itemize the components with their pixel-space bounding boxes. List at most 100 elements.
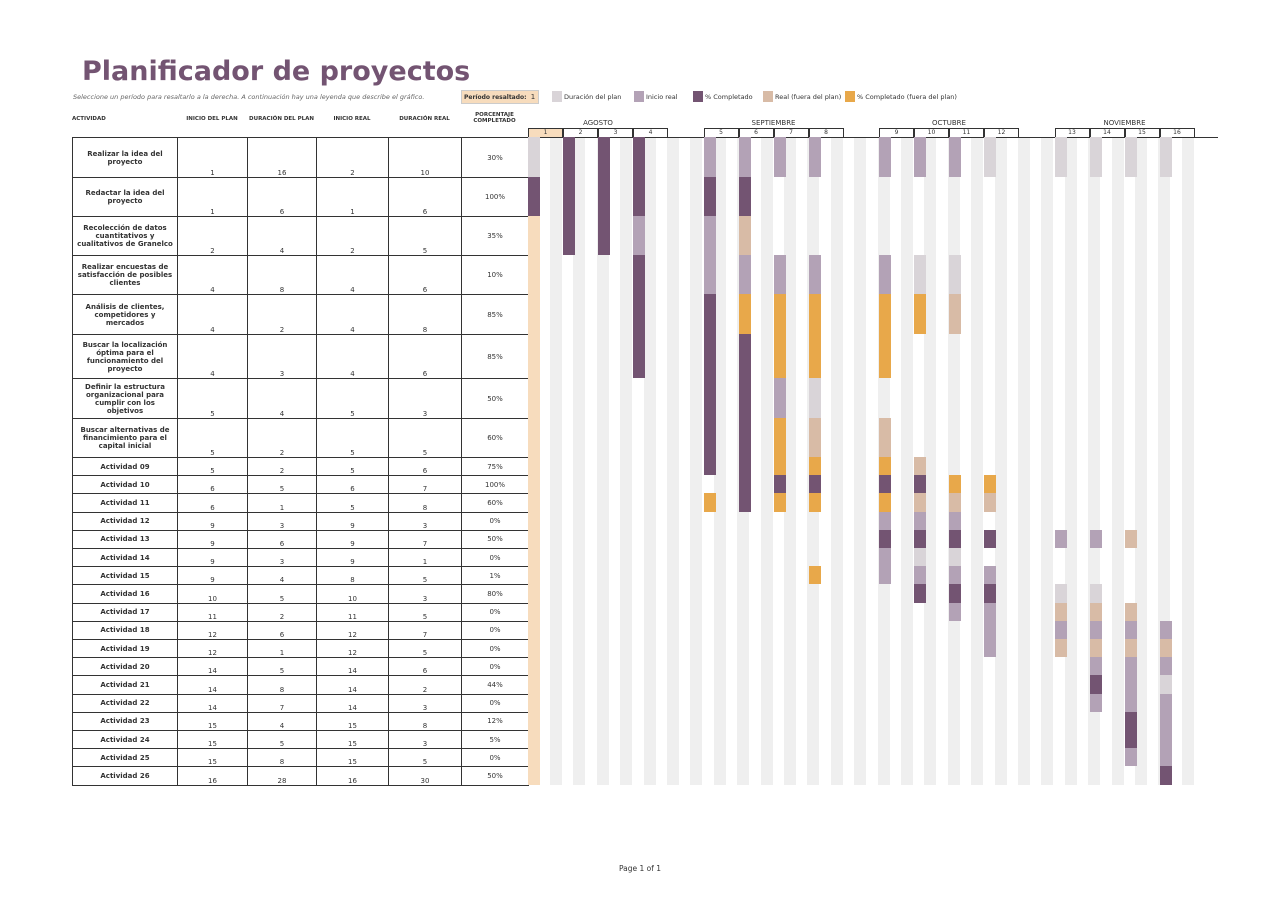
column-header: INICIO DEL PLAN <box>186 116 238 122</box>
value-cell: 0% <box>461 748 529 768</box>
column-header: INICIO REAL <box>333 116 371 122</box>
value-cell: 4 <box>177 255 248 295</box>
value-cell: 5 <box>316 457 389 477</box>
value-cell: 44% <box>461 675 529 695</box>
gantt-bar <box>773 475 786 494</box>
gantt-bar <box>914 529 926 548</box>
activity-cell: Actividad 12 <box>72 511 178 531</box>
gantt-bar <box>1089 639 1102 658</box>
value-cell: 10 <box>388 137 462 178</box>
value-cell: 60% <box>461 493 529 513</box>
gantt-bar <box>879 255 891 294</box>
gantt-bar <box>703 378 716 418</box>
gantt-bar <box>984 137 996 177</box>
gantt-bar <box>984 620 996 639</box>
gantt-bar <box>633 177 645 216</box>
activity-cell: Actividad 19 <box>72 639 178 659</box>
value-cell: 8 <box>316 566 389 586</box>
gantt-bar <box>1159 711 1172 730</box>
value-cell: 0% <box>461 693 529 713</box>
value-cell: 75% <box>461 457 529 477</box>
gantt-bar <box>984 639 996 658</box>
value-cell: 5 <box>316 493 389 513</box>
value-cell: 4 <box>316 255 389 295</box>
gantt-bar <box>879 511 891 530</box>
value-cell: 3 <box>247 334 317 379</box>
value-cell: 15 <box>316 730 389 750</box>
grid-stripe <box>1181 137 1194 785</box>
value-cell: 0% <box>461 620 529 640</box>
grid-stripe <box>901 137 913 785</box>
value-cell: 5 <box>247 657 317 677</box>
gantt-bar <box>738 255 751 294</box>
legend-label: % Completado (fuera del plan) <box>857 93 957 101</box>
gantt-bar <box>703 294 716 334</box>
gantt-bar <box>1089 584 1102 603</box>
value-cell: 15 <box>177 730 248 750</box>
value-cell: 5 <box>247 584 317 604</box>
gantt-bar <box>808 493 821 512</box>
gantt-bar <box>703 255 716 294</box>
gantt-bar <box>1054 137 1067 177</box>
value-cell: 5% <box>461 730 529 750</box>
value-cell: 5 <box>388 748 462 768</box>
gantt-bar <box>703 177 716 216</box>
value-cell: 14 <box>177 693 248 713</box>
gantt-bar <box>563 177 575 216</box>
value-cell: 3 <box>388 693 462 713</box>
value-cell: 50% <box>461 378 529 419</box>
column-header: DURACIÓN DEL PLAN <box>249 116 314 122</box>
gantt-bar <box>879 334 891 378</box>
value-cell: 5 <box>388 418 462 458</box>
gantt-bar <box>703 493 716 512</box>
value-cell: 10 <box>316 584 389 604</box>
gantt-bar <box>1159 675 1172 694</box>
gantt-bar <box>738 475 751 494</box>
value-cell: 6 <box>388 177 462 217</box>
gantt-bar <box>1089 529 1102 548</box>
gantt-bar <box>879 493 891 512</box>
month-label: OCTUBRE <box>932 119 966 127</box>
gantt-bar <box>598 177 610 216</box>
gantt-bar <box>1124 748 1137 767</box>
gantt-bar <box>1124 657 1137 676</box>
legend-label: Duración del plan <box>564 93 622 101</box>
value-cell: 7 <box>388 620 462 640</box>
value-cell: 4 <box>247 378 317 419</box>
gantt-bar <box>949 493 961 512</box>
legend-swatch <box>845 91 855 102</box>
value-cell: 5 <box>388 639 462 659</box>
value-cell: 10% <box>461 255 529 295</box>
value-cell: 4 <box>247 566 317 586</box>
value-cell: 16 <box>177 766 248 786</box>
gantt-bar <box>773 418 786 457</box>
activity-cell: Actividad 21 <box>72 675 178 695</box>
value-cell: 0% <box>461 548 529 568</box>
activity-cell: Realizar la idea del proyecto <box>72 137 178 178</box>
value-cell: 5 <box>388 216 462 256</box>
value-cell: 12% <box>461 711 529 731</box>
column-header: DURACIÓN REAL <box>399 116 450 122</box>
gantt-bar <box>879 137 891 177</box>
gantt-bar <box>1159 639 1172 658</box>
gantt-bar <box>633 294 645 334</box>
value-cell: 4 <box>177 334 248 379</box>
gantt-bar <box>949 529 961 548</box>
value-cell: 12 <box>316 620 389 640</box>
value-cell: 3 <box>247 548 317 568</box>
activity-cell: Actividad 13 <box>72 529 178 549</box>
gantt-bar <box>703 334 716 378</box>
value-cell: 5 <box>247 730 317 750</box>
gantt-bar <box>984 584 996 603</box>
value-cell: 30 <box>388 766 462 786</box>
value-cell: 16 <box>316 766 389 786</box>
gantt-bar <box>949 294 961 334</box>
value-cell: 9 <box>316 511 389 531</box>
value-cell: 8 <box>247 748 317 768</box>
value-cell: 9 <box>316 529 389 549</box>
gantt-bar <box>1054 639 1067 658</box>
period-input[interactable]: 1 <box>530 93 536 101</box>
value-cell: 1 <box>177 137 248 178</box>
gantt-bar <box>914 475 926 494</box>
gantt-bar <box>633 137 645 177</box>
